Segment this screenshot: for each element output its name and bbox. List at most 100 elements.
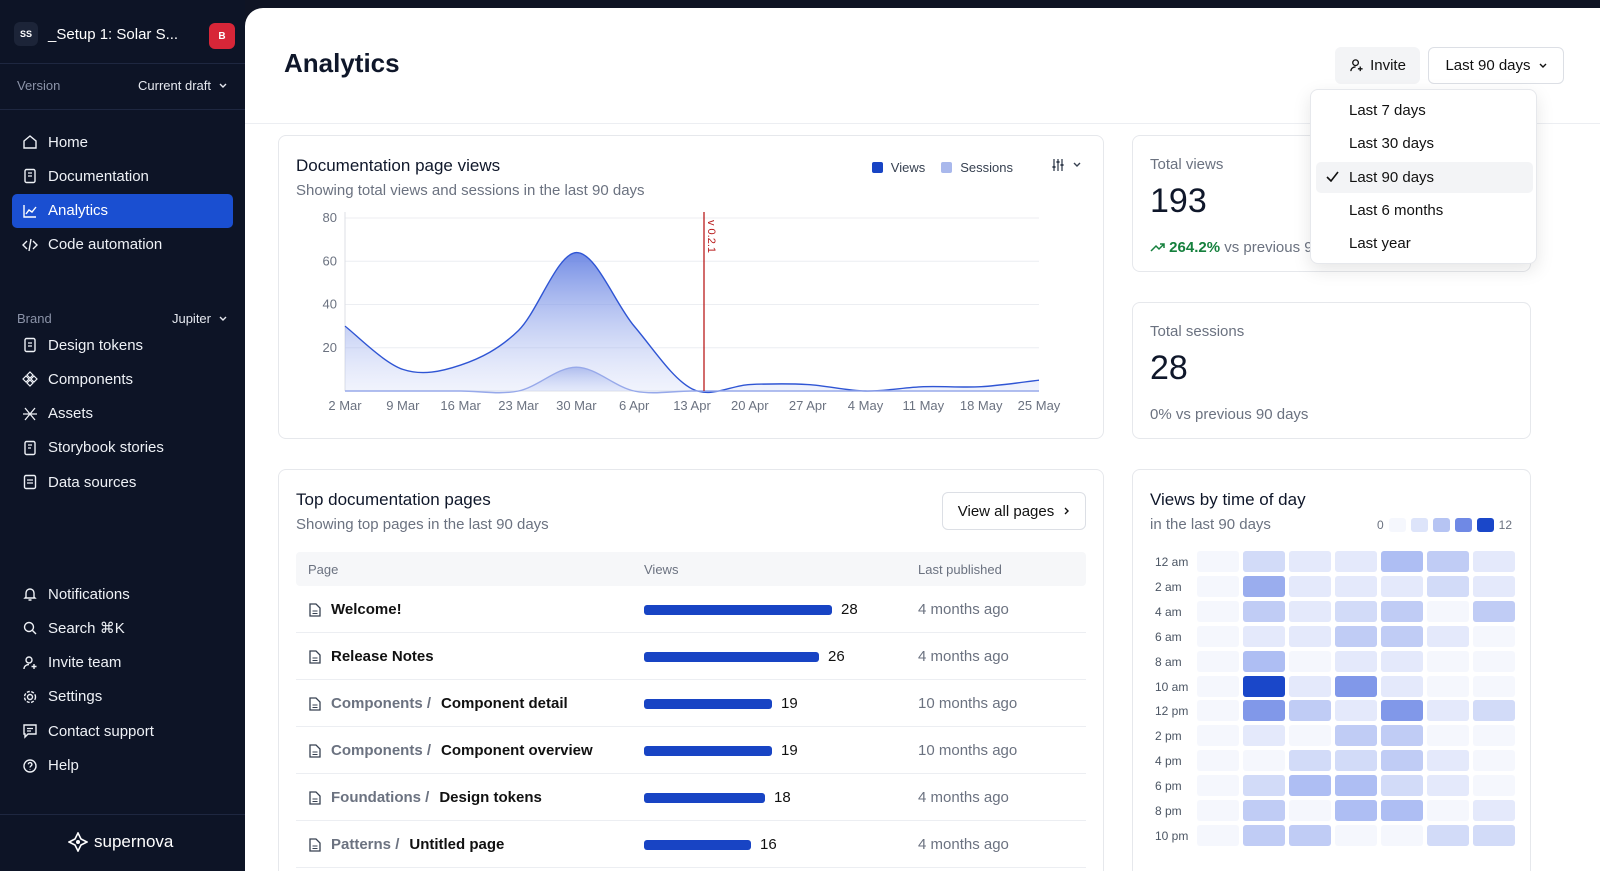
sidebar-item-settings[interactable]: Settings <box>12 680 233 714</box>
sidebar-item-help[interactable]: Help <box>12 749 233 783</box>
version-selector[interactable]: Version Current draft <box>17 78 227 93</box>
heatmap-cell[interactable] <box>1381 650 1423 672</box>
heatmap-cell[interactable] <box>1289 824 1331 846</box>
heatmap-cell[interactable] <box>1289 551 1331 572</box>
range-option-last-6-months[interactable]: Last 6 months <box>1316 195 1533 226</box>
table-row[interactable]: Patterns / Untitled page 16 4 months ago <box>296 821 1086 868</box>
heatmap-cell[interactable] <box>1381 575 1423 597</box>
date-range-select[interactable]: Last 90 days <box>1428 47 1564 84</box>
heatmap-cell[interactable] <box>1197 675 1239 697</box>
sidebar-item-invite-team[interactable]: Invite team <box>12 646 233 680</box>
heatmap-cell[interactable] <box>1335 700 1377 722</box>
heatmap-cell[interactable] <box>1243 775 1285 797</box>
heatmap-cell[interactable] <box>1427 600 1469 622</box>
page-cell[interactable]: Components / Component overview <box>309 742 593 759</box>
heatmap-cell[interactable] <box>1381 725 1423 747</box>
heatmap-cell[interactable] <box>1243 600 1285 622</box>
brand-selector[interactable]: Brand Jupiter <box>17 311 227 326</box>
heatmap-cell[interactable] <box>1243 625 1285 647</box>
heatmap-cell[interactable] <box>1197 824 1239 846</box>
sidebar-item-contact-support[interactable]: Contact support <box>12 714 233 748</box>
heatmap-cell[interactable] <box>1197 600 1239 622</box>
heatmap-cell[interactable] <box>1289 675 1331 697</box>
heatmap-cell[interactable] <box>1289 600 1331 622</box>
heatmap-cell[interactable] <box>1289 725 1331 747</box>
table-row[interactable]: Release Notes 26 4 months ago <box>296 633 1086 680</box>
heatmap-cell[interactable] <box>1243 700 1285 722</box>
range-option-last-year[interactable]: Last year <box>1316 228 1533 259</box>
heatmap-cell[interactable] <box>1243 800 1285 821</box>
heatmap-cell[interactable] <box>1197 700 1239 722</box>
heatmap-cell[interactable] <box>1335 750 1377 772</box>
heatmap-cell[interactable] <box>1243 750 1285 772</box>
heatmap-cell[interactable] <box>1381 551 1423 572</box>
sidebar-item-analytics[interactable]: Analytics <box>12 193 233 228</box>
heatmap-cell[interactable] <box>1381 625 1423 647</box>
heatmap-cell[interactable] <box>1289 800 1331 821</box>
user-avatar[interactable]: B <box>209 23 235 49</box>
heatmap-cell[interactable] <box>1381 775 1423 797</box>
heatmap-cell[interactable] <box>1473 600 1515 622</box>
page-cell[interactable]: Welcome! <box>309 601 402 618</box>
heatmap-cell[interactable] <box>1289 750 1331 772</box>
heatmap-cell[interactable] <box>1197 800 1239 821</box>
col-views[interactable]: Views <box>644 562 679 577</box>
heatmap-cell[interactable] <box>1243 675 1285 697</box>
heatmap-cell[interactable] <box>1473 800 1515 821</box>
heatmap-cell[interactable] <box>1473 750 1515 772</box>
col-page[interactable]: Page <box>308 562 339 577</box>
col-last-published[interactable]: Last published <box>918 562 1002 577</box>
heatmap-cell[interactable] <box>1427 650 1469 672</box>
heatmap-cell[interactable] <box>1243 725 1285 747</box>
sidebar-item-assets[interactable]: Assets <box>12 397 233 431</box>
heatmap-cell[interactable] <box>1427 725 1469 747</box>
heatmap-cell[interactable] <box>1335 650 1377 672</box>
heatmap-cell[interactable] <box>1381 800 1423 821</box>
heatmap-cell[interactable] <box>1243 650 1285 672</box>
heatmap-cell[interactable] <box>1243 575 1285 597</box>
chart-settings-button[interactable] <box>1051 158 1081 172</box>
legend-sessions[interactable]: Sessions <box>941 160 1013 175</box>
table-row[interactable]: Welcome! 28 4 months ago <box>296 586 1086 633</box>
heatmap-cell[interactable] <box>1427 575 1469 597</box>
heatmap-cell[interactable] <box>1289 625 1331 647</box>
heatmap-cell[interactable] <box>1243 551 1285 572</box>
heatmap-cell[interactable] <box>1473 575 1515 597</box>
heatmap-cell[interactable] <box>1335 800 1377 821</box>
heatmap-cell[interactable] <box>1289 650 1331 672</box>
heatmap-cell[interactable] <box>1289 700 1331 722</box>
sidebar-item-search-k[interactable]: Search ⌘K <box>12 611 233 645</box>
range-option-last-30-days[interactable]: Last 30 days <box>1316 128 1533 159</box>
heatmap-cell[interactable] <box>1335 625 1377 647</box>
sidebar-item-data-sources[interactable]: Data sources <box>12 465 233 499</box>
heatmap-cell[interactable] <box>1335 775 1377 797</box>
invite-button[interactable]: Invite <box>1335 47 1420 84</box>
heatmap-cell[interactable] <box>1427 824 1469 846</box>
heatmap-cell[interactable] <box>1197 650 1239 672</box>
heatmap-cell[interactable] <box>1381 675 1423 697</box>
page-cell[interactable]: Foundations / Design tokens <box>309 789 542 806</box>
heatmap-cell[interactable] <box>1335 675 1377 697</box>
sidebar-item-home[interactable]: Home <box>12 125 233 159</box>
heatmap-cell[interactable] <box>1197 725 1239 747</box>
heatmap-cell[interactable] <box>1197 575 1239 597</box>
range-option-last-90-days[interactable]: Last 90 days <box>1316 161 1533 193</box>
heatmap-cell[interactable] <box>1473 725 1515 747</box>
range-option-last-7-days[interactable]: Last 7 days <box>1316 95 1533 126</box>
heatmap-cell[interactable] <box>1381 700 1423 722</box>
table-row[interactable]: Foundations / Design tokens 18 4 months ago <box>296 774 1086 821</box>
legend-views[interactable]: Views <box>871 160 925 175</box>
sidebar-item-storybook-stories[interactable]: Storybook stories <box>12 431 233 465</box>
sidebar-item-notifications[interactable]: Notifications <box>12 577 233 611</box>
heatmap-cell[interactable] <box>1381 750 1423 772</box>
heatmap-cell[interactable] <box>1473 824 1515 846</box>
sidebar-item-design-tokens[interactable]: Design tokens <box>12 328 233 362</box>
heatmap-cell[interactable] <box>1335 824 1377 846</box>
page-cell[interactable]: Release Notes <box>309 648 434 665</box>
table-row[interactable]: Components / Component overview 19 10 month… <box>296 727 1086 774</box>
heatmap-cell[interactable] <box>1381 600 1423 622</box>
heatmap-cell[interactable] <box>1335 600 1377 622</box>
heatmap-cell[interactable] <box>1427 551 1469 572</box>
heatmap-cell[interactable] <box>1243 824 1285 846</box>
heatmap-cell[interactable] <box>1473 625 1515 647</box>
